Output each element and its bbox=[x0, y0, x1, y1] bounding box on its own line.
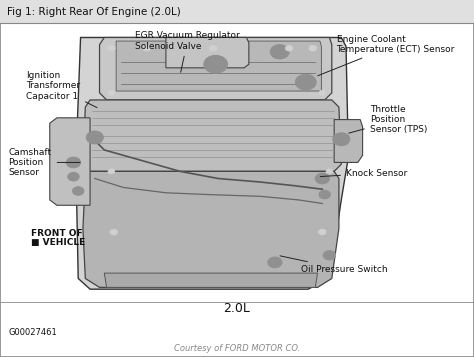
Circle shape bbox=[108, 169, 115, 174]
Text: Throttle
Position
Sensor (TPS): Throttle Position Sensor (TPS) bbox=[349, 105, 427, 135]
Text: EGR Vacuum Regulator
Solenoid Valve: EGR Vacuum Regulator Solenoid Valve bbox=[135, 31, 240, 72]
Text: 2.0L: 2.0L bbox=[224, 302, 250, 315]
Polygon shape bbox=[334, 120, 363, 162]
Polygon shape bbox=[76, 37, 348, 289]
Text: Oil Pressure Switch: Oil Pressure Switch bbox=[280, 256, 388, 274]
Text: ■ VEHICLE: ■ VEHICLE bbox=[31, 237, 85, 247]
Circle shape bbox=[268, 257, 282, 268]
Circle shape bbox=[108, 90, 115, 95]
Circle shape bbox=[210, 45, 217, 51]
Text: Ignition
Transformer
Capacitor 1: Ignition Transformer Capacitor 1 bbox=[26, 71, 97, 108]
Circle shape bbox=[68, 172, 79, 181]
Polygon shape bbox=[50, 118, 90, 205]
Polygon shape bbox=[104, 273, 318, 287]
Circle shape bbox=[285, 45, 293, 51]
Polygon shape bbox=[100, 37, 332, 100]
FancyBboxPatch shape bbox=[5, 25, 469, 300]
Circle shape bbox=[110, 229, 118, 235]
Circle shape bbox=[66, 157, 81, 168]
Polygon shape bbox=[83, 171, 339, 287]
Circle shape bbox=[323, 251, 336, 260]
Circle shape bbox=[108, 45, 115, 51]
Text: G00027461: G00027461 bbox=[9, 327, 57, 337]
Circle shape bbox=[86, 131, 103, 144]
Circle shape bbox=[315, 173, 329, 184]
Text: Engine Coolant
Temperature (ECT) Sensor: Engine Coolant Temperature (ECT) Sensor bbox=[318, 35, 455, 76]
Text: Courtesy of FORD MOTOR CO.: Courtesy of FORD MOTOR CO. bbox=[174, 343, 300, 353]
Circle shape bbox=[295, 74, 316, 90]
Circle shape bbox=[204, 55, 228, 73]
Circle shape bbox=[333, 133, 350, 146]
FancyBboxPatch shape bbox=[0, 0, 474, 23]
Text: Fig 1: Right Rear Of Engine (2.0L): Fig 1: Right Rear Of Engine (2.0L) bbox=[7, 7, 181, 17]
Circle shape bbox=[319, 90, 326, 95]
Text: Knock Sensor: Knock Sensor bbox=[320, 169, 407, 178]
Circle shape bbox=[326, 169, 333, 174]
Circle shape bbox=[309, 45, 317, 51]
Circle shape bbox=[270, 45, 289, 59]
Text: FRONT OF: FRONT OF bbox=[31, 229, 82, 238]
Circle shape bbox=[143, 45, 151, 51]
Polygon shape bbox=[166, 37, 249, 68]
Polygon shape bbox=[116, 41, 321, 91]
Circle shape bbox=[319, 190, 330, 199]
Circle shape bbox=[73, 187, 84, 195]
Polygon shape bbox=[83, 100, 341, 171]
Circle shape bbox=[319, 229, 326, 235]
Text: Camshaft
Position
Sensor: Camshaft Position Sensor bbox=[9, 147, 80, 177]
